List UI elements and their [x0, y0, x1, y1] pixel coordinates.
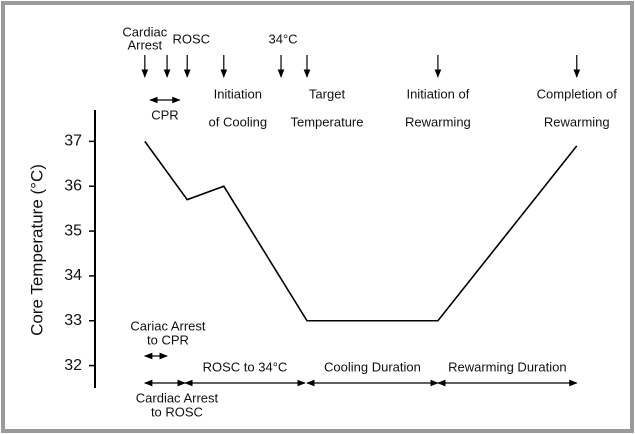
- event-label: ROSC: [172, 31, 210, 46]
- y-axis-title: Core Temperature (°C): [27, 164, 46, 336]
- event-label: Completion of: [537, 86, 618, 101]
- y-tick-label: 32: [64, 357, 82, 374]
- event-label: 34°C: [269, 31, 298, 46]
- interval-label: Cooling Duration: [324, 359, 421, 374]
- interval-label: ROSC to 34°C: [203, 359, 288, 374]
- event-label: Target: [309, 86, 346, 101]
- interval-label: to CPR: [147, 332, 189, 347]
- y-tick-label: 34: [64, 267, 82, 284]
- y-tick-label: 37: [64, 133, 82, 150]
- y-tick-label: 33: [64, 312, 82, 329]
- y-tick-label: 36: [64, 177, 82, 194]
- event-label: Temperature: [291, 114, 364, 129]
- y-tick-label: 35: [64, 222, 82, 239]
- interval-label: to ROSC: [151, 404, 203, 419]
- event-label: of Cooling: [209, 114, 268, 129]
- interval-label: Rewarming Duration: [448, 359, 567, 374]
- temperature-line: [144, 140, 578, 322]
- interval-label: Cardiac Arrest: [136, 390, 219, 405]
- event-label: Initiation: [214, 86, 262, 101]
- interval-label: CPR: [151, 107, 178, 122]
- event-label: Arrest: [127, 37, 162, 52]
- interval-label: Cariac Arrest: [130, 318, 206, 333]
- event-label: Rewarming: [405, 114, 471, 129]
- event-label: Initiation of: [406, 86, 469, 101]
- event-label: Rewarming: [544, 114, 610, 129]
- event-label: Cardiac: [122, 24, 167, 39]
